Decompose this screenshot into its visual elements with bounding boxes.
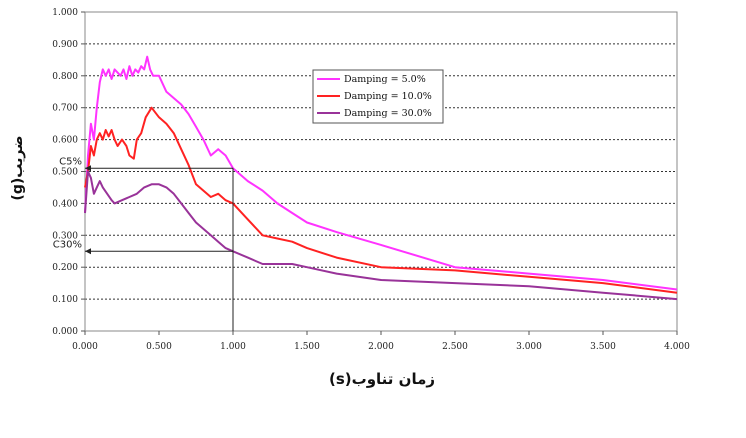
legend-label-5pct: Damping = 5.0% [344,74,426,85]
y-tick-label: 1.000 [52,8,78,18]
series-lines [84,55,678,301]
x-tick-label: 0.500 [146,342,172,352]
annotation-arrowhead-1 [85,248,91,255]
gridlines [85,43,677,300]
y-tick-label: 0.700 [52,104,78,114]
series-line-0 [84,55,678,291]
axes [81,11,678,335]
y-axis-title: ضریب(g) [10,135,26,200]
tick-labels: 0.000 0.100 0.200 0.300 0.400 0.500 0.600 0.700… [52,8,690,352]
annotation-label-1: C30% [53,239,82,250]
x-tick-label: 2.000 [368,342,394,352]
y-tick-label: 0.000 [52,327,78,337]
y-tick-label: 0.600 [52,136,78,146]
annotation-label-0: C5% [59,156,82,167]
x-tick-label: 3.000 [516,342,542,352]
legend-label-10pct: Damping = 10.0% [344,91,432,102]
annotation-arrowhead-0 [85,165,91,172]
y-tick-label: 0.500 [52,168,78,178]
x-axis-title: زمان تناوب(s) [329,370,435,388]
x-tick-label: 4.000 [664,342,690,352]
series-line-1 [84,106,678,294]
x-tick-label: 2.500 [442,342,468,352]
legend-label-30pct: Damping = 30.0% [344,108,432,119]
series-line-2 [84,170,678,301]
x-tick-label: 3.500 [590,342,616,352]
annotations: C5% C30% [53,156,234,331]
y-tick-label: 0.800 [52,72,78,82]
legend: Damping = 5.0% Damping = 10.0% Damping =… [312,69,444,124]
y-tick-label: 0.400 [52,199,78,209]
y-tick-label: 0.200 [52,263,78,273]
y-tick-label: 0.900 [52,40,78,50]
y-tick-label: 0.300 [52,231,78,241]
x-tick-label: 0.000 [72,342,98,352]
x-tick-label: 1.500 [294,342,320,352]
x-tick-label: 1.000 [220,342,246,352]
y-tick-label: 0.100 [52,295,78,305]
